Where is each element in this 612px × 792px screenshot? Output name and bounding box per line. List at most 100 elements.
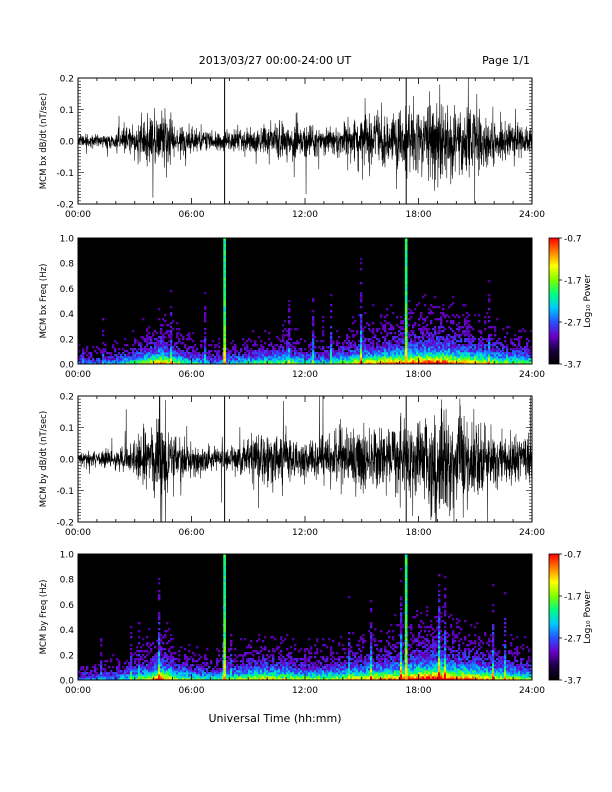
heatmap-cell: [234, 660, 237, 663]
heatmap-cell: [290, 328, 293, 331]
heatmap-cell: [90, 360, 93, 363]
heatmap-cell: [276, 662, 279, 665]
heatmap-cell: [184, 662, 187, 665]
heatmap-cell: [276, 666, 279, 669]
heatmap-cell: [316, 674, 319, 677]
heatmap-cell: [238, 362, 241, 364]
heatmap-cell: [360, 668, 363, 671]
heatmap-cell: [324, 360, 327, 363]
heatmap-cell: [358, 668, 361, 671]
heatmap-cell: [100, 676, 103, 679]
heatmap-cell: [492, 342, 495, 345]
spike-column: [404, 250, 408, 253]
heatmap-cell: [244, 672, 247, 675]
heatmap-cell: [348, 638, 351, 641]
heatmap-cell: [80, 354, 83, 357]
heatmap-cell: [430, 342, 433, 345]
heatmap-cell: [182, 662, 185, 665]
heatmap-cell: [218, 668, 221, 671]
heatmap-cell: [330, 316, 333, 319]
heatmap-cell: [380, 356, 383, 359]
heatmap-cell: [130, 626, 133, 629]
heatmap-cell: [386, 356, 389, 359]
heatmap-cell: [410, 330, 413, 333]
heatmap-cell: [446, 314, 449, 317]
heatmap-cell: [440, 316, 443, 319]
heatmap-cell: [322, 658, 325, 661]
heatmap-cell: [442, 312, 445, 315]
x-tick-label: 24:00: [519, 210, 545, 220]
heatmap-cell: [426, 348, 429, 351]
heatmap-cell: [118, 664, 121, 667]
heatmap-cell: [102, 676, 105, 679]
heatmap-cell: [446, 346, 449, 349]
heatmap-cell: [288, 656, 291, 659]
heatmap-cell: [278, 348, 281, 351]
heatmap-cell: [172, 356, 175, 359]
heatmap-cell: [202, 672, 205, 675]
heatmap-cell: [104, 672, 107, 675]
heatmap-cell: [144, 666, 147, 669]
heatmap-cell: [200, 676, 203, 679]
heatmap-cell: [356, 652, 359, 655]
heatmap-cell: [144, 352, 147, 355]
heatmap-cell: [344, 352, 347, 355]
heatmap-cell: [372, 358, 375, 361]
heatmap-cell: [172, 676, 175, 679]
heatmap-cell: [124, 344, 127, 347]
heatmap-cell: [136, 646, 139, 649]
heatmap-cell: [272, 666, 275, 669]
heatmap-cell: [244, 348, 247, 351]
heatmap-cell: [248, 356, 251, 359]
heatmap-cell: [462, 362, 465, 364]
heatmap-cell: [314, 676, 317, 679]
heatmap-cell: [324, 358, 327, 361]
heatmap-cell: [354, 672, 357, 675]
heatmap-cell: [148, 332, 151, 335]
heatmap-cell: [384, 320, 387, 323]
heatmap-cell: [110, 356, 113, 359]
heatmap-cell: [122, 666, 125, 669]
spike-column: [404, 318, 408, 321]
heatmap-cell: [372, 330, 375, 333]
heatmap-cell: [220, 668, 223, 671]
heatmap-cell: [292, 662, 295, 665]
heatmap-cell: [222, 358, 225, 361]
heatmap-cell: [350, 346, 353, 349]
heatmap-cell: [158, 674, 161, 677]
heatmap-cell: [290, 352, 293, 355]
heatmap-cell: [90, 674, 93, 677]
heatmap-cell: [378, 650, 381, 653]
heatmap-cell: [520, 336, 523, 339]
heatmap-cell: [168, 350, 171, 353]
heatmap-cell: [114, 360, 117, 363]
heatmap-cell: [330, 652, 333, 655]
heatmap-cell: [164, 342, 167, 345]
heatmap-cell: [456, 314, 459, 317]
heatmap-cell: [424, 358, 427, 361]
y-tick-label: 0.2: [60, 393, 74, 403]
heatmap-cell: [336, 356, 339, 359]
heatmap-cell: [124, 350, 127, 353]
heatmap-cell: [164, 662, 167, 665]
heatmap-cell: [382, 344, 385, 347]
heatmap-cell: [446, 344, 449, 347]
heatmap-cell: [134, 360, 137, 363]
spike-column: [223, 284, 226, 287]
heatmap-cell: [102, 334, 105, 337]
colorbar-tick-label: -1.7: [564, 277, 582, 287]
heatmap-cell: [446, 360, 449, 363]
heatmap-cell: [480, 354, 483, 357]
heatmap-cell: [282, 666, 285, 669]
heatmap-cell: [150, 358, 153, 361]
heatmap-cell: [242, 362, 245, 364]
heatmap-cell: [222, 606, 225, 609]
heatmap-cell: [494, 360, 497, 363]
heatmap-cell: [480, 362, 483, 364]
heatmap-cell: [328, 676, 331, 679]
heatmap-cell: [260, 650, 263, 653]
x-tick-label: 12:00: [292, 370, 318, 380]
heatmap-cell: [348, 664, 351, 667]
heatmap-cell: [348, 678, 351, 680]
heatmap-cell: [470, 360, 473, 363]
